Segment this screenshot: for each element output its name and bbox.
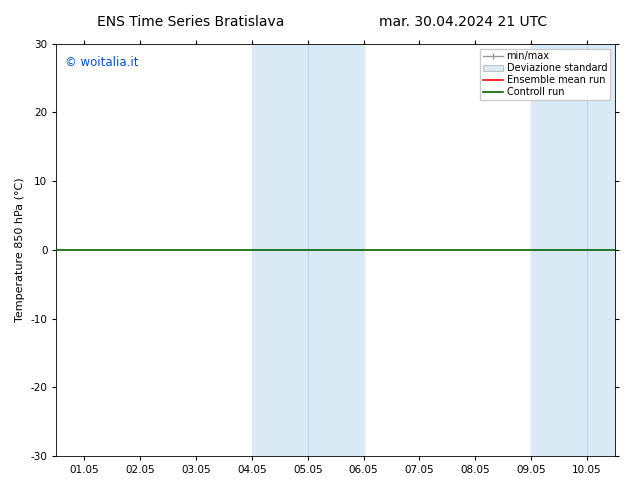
Y-axis label: Temperature 850 hPa (°C): Temperature 850 hPa (°C) (15, 177, 25, 322)
Text: © woitalia.it: © woitalia.it (65, 56, 138, 69)
Bar (252, 44, 363, 456)
Legend: min/max, Deviazione standard, Ensemble mean run, Controll run: min/max, Deviazione standard, Ensemble m… (481, 49, 610, 100)
Bar (531, 44, 615, 456)
Text: ENS Time Series Bratislava: ENS Time Series Bratislava (96, 15, 284, 29)
Text: mar. 30.04.2024 21 UTC: mar. 30.04.2024 21 UTC (378, 15, 547, 29)
